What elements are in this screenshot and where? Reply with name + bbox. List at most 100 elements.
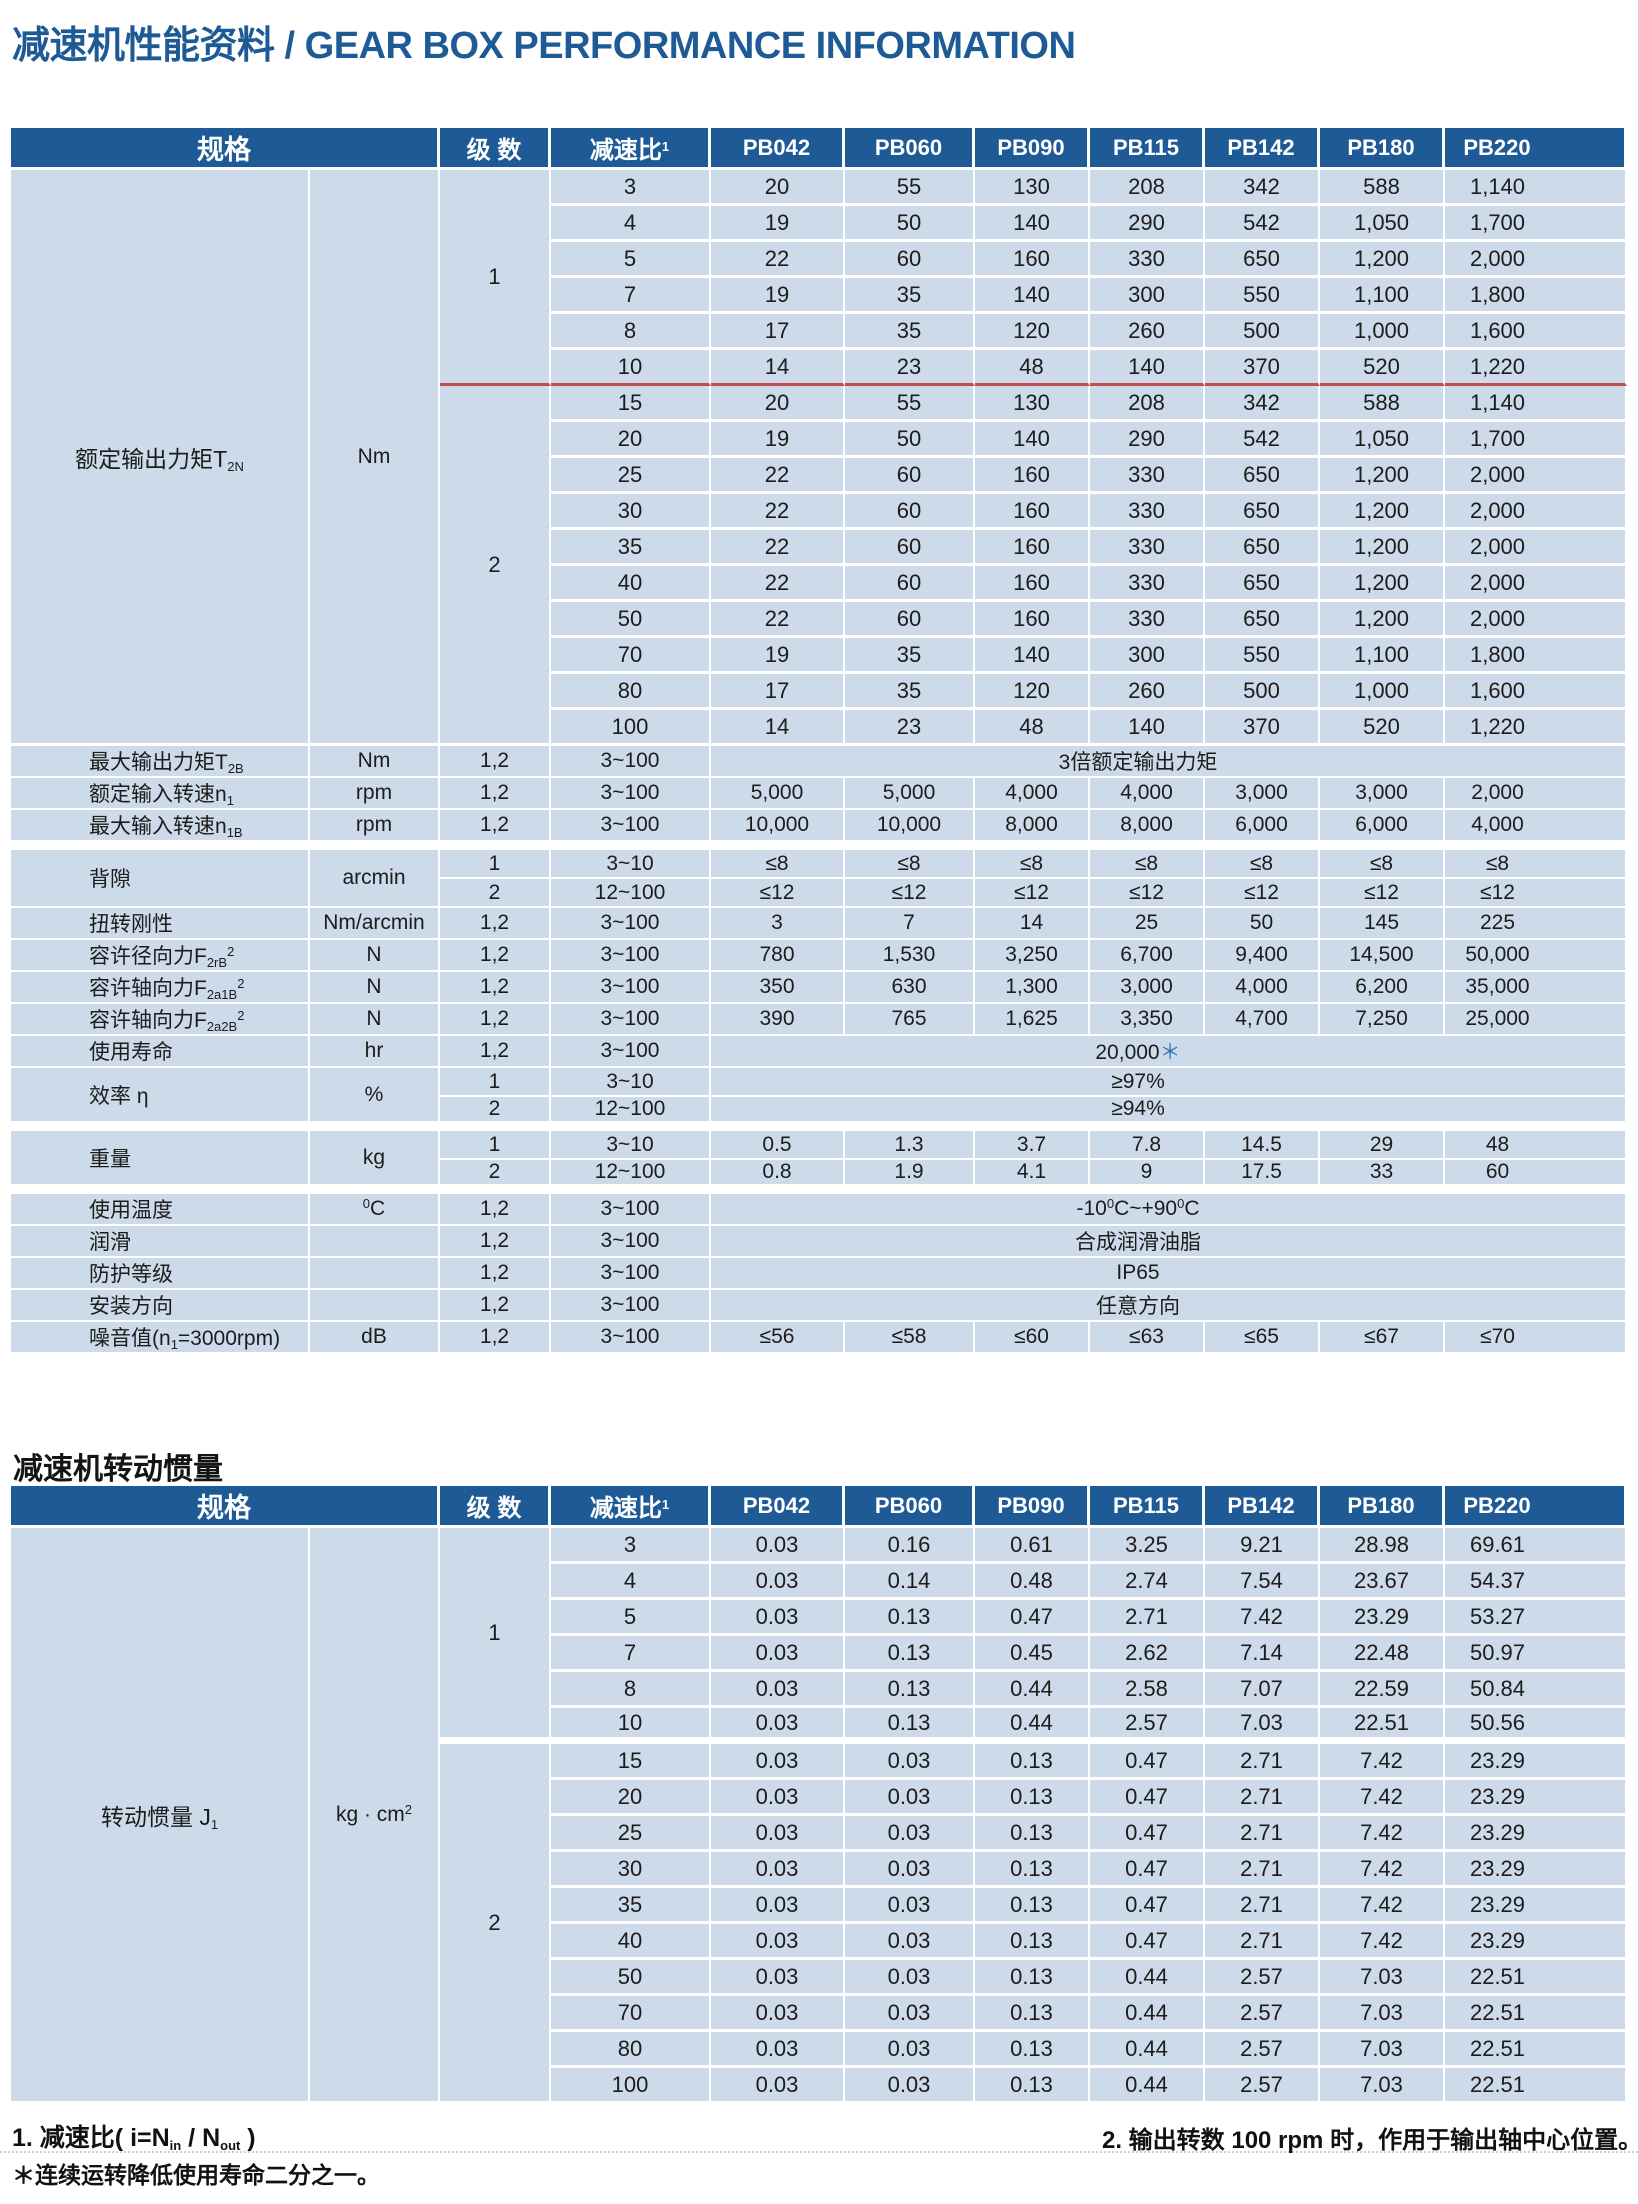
col-header-spec: 规格 xyxy=(11,1486,440,1528)
value-cell: 2,000 xyxy=(1445,458,1627,494)
ratio-cell: 7 xyxy=(551,278,711,314)
value-cell: 208 xyxy=(1090,170,1205,206)
data-row: 容许轴向力F2a2B2 N 1,2 3~100 390 765 1,625 3,350 4,70… xyxy=(11,1004,1627,1036)
ratio-cell: 8 xyxy=(551,314,711,350)
ratio-cell: 3~100 xyxy=(551,746,711,778)
value-cell: 23.29 xyxy=(1445,1816,1627,1852)
value-cell: 370 xyxy=(1205,710,1320,746)
value-cell: 1,000 xyxy=(1320,314,1445,350)
value-cell: 23 xyxy=(845,350,975,386)
col-header-ratio: 减速比1 xyxy=(551,128,711,170)
value-cell: 330 xyxy=(1090,494,1205,530)
performance-table: 规格级 数减速比1 PB042 PB060 PB090 PB115 PB142 PB180 P… xyxy=(11,128,1627,1354)
value-cell: 1,700 xyxy=(1445,422,1627,458)
superscript: 1 xyxy=(661,1497,670,1512)
stage-cell: 1,2 xyxy=(440,940,551,972)
data-row: 25 22 60 160 330 650 1,200 2,000 xyxy=(11,458,1627,494)
data-row: 8 0.03 0.13 0.44 2.58 7.07 22.59 50.84 xyxy=(11,1672,1627,1708)
col-header-model: PB220 xyxy=(1445,1486,1627,1528)
subscript: 2N xyxy=(227,458,244,474)
data-row: 4 19 50 140 290 542 1,050 1,700 xyxy=(11,206,1627,242)
asterisk-marker: ＊ xyxy=(1159,1041,1181,1064)
data-row: 5 22 60 160 330 650 1,200 2,000 xyxy=(11,242,1627,278)
subscript: 2a1B xyxy=(206,987,238,1002)
value-cell: 7.03 xyxy=(1320,1960,1445,1996)
value-cell: 7.54 xyxy=(1205,1564,1320,1600)
value-cell: 140 xyxy=(1090,710,1205,746)
value-cell: ≤8 xyxy=(1320,850,1445,879)
value-cell: 650 xyxy=(1205,602,1320,638)
value-cell: 0.03 xyxy=(711,1924,845,1960)
ratio-cell: 3~100 xyxy=(551,1226,711,1258)
value-cell: 7.42 xyxy=(1205,1600,1320,1636)
value-cell: 23.67 xyxy=(1320,1564,1445,1600)
unit-cell: Nm/arcmin xyxy=(310,908,440,940)
ratio-cell: 3 xyxy=(551,170,711,206)
ratio-cell: 3~100 xyxy=(551,940,711,972)
stage-cell: 2 xyxy=(440,386,551,746)
stage-cell: 1,2 xyxy=(440,972,551,1004)
col-header-model: PB060 xyxy=(845,128,975,170)
stage-cell: 1,2 xyxy=(440,908,551,940)
value-cell: 2.74 xyxy=(1090,1564,1205,1600)
value-cell: 370 xyxy=(1205,350,1320,386)
value-cell: 130 xyxy=(975,386,1090,422)
col-header-model: PB115 xyxy=(1090,128,1205,170)
value-cell: 22 xyxy=(711,530,845,566)
ratio-cell: 5 xyxy=(551,242,711,278)
footnote-output-speed: 2. 输出转数 100 rpm 时，作用于输出轴中心位置。 xyxy=(1102,2127,1638,2154)
value-cell: 0.8 xyxy=(711,1160,845,1194)
row-label: 安装方向 xyxy=(11,1290,310,1322)
ratio-cell: 15 xyxy=(551,386,711,422)
value-cell: 7.03 xyxy=(1320,1996,1445,2032)
value-cell: ≤63 xyxy=(1090,1322,1205,1354)
value-cell: 1,050 xyxy=(1320,422,1445,458)
value-cell: 1,000 xyxy=(1320,674,1445,710)
value-cell: 7.42 xyxy=(1320,1924,1445,1960)
subscript: in xyxy=(169,2138,182,2153)
col-header-model: PB090 xyxy=(975,1486,1090,1528)
value-cell: 22 xyxy=(711,494,845,530)
value-cell: ≤12 xyxy=(1320,879,1445,908)
value-cell: 48 xyxy=(975,710,1090,746)
ratio-cell: 12~100 xyxy=(551,1160,711,1194)
value-cell: 1,050 xyxy=(1320,206,1445,242)
value-cell: 0.03 xyxy=(711,1852,845,1888)
data-row: 噪音值(n1=3000rpm) dB 1,2 3~100 ≤56 ≤58 ≤60 ≤63 ≤65… xyxy=(11,1322,1627,1354)
value-cell: 55 xyxy=(845,386,975,422)
stage-cell: 1,2 xyxy=(440,1322,551,1354)
value-cell: 630 xyxy=(845,972,975,1004)
value-cell: 2.71 xyxy=(1205,1780,1320,1816)
data-row: 安装方向 1,2 3~100 任意方向 xyxy=(11,1290,1627,1322)
value-cell: 120 xyxy=(975,674,1090,710)
value-cell: 0.03 xyxy=(711,1744,845,1780)
value-cell: 17 xyxy=(711,314,845,350)
value-cell: 22.51 xyxy=(1445,1996,1627,2032)
value-cell: 1,140 xyxy=(1445,170,1627,206)
data-row: 20 19 50 140 290 542 1,050 1,700 xyxy=(11,422,1627,458)
value-cell: 160 xyxy=(975,602,1090,638)
value-cell: 3,250 xyxy=(975,940,1090,972)
ratio-cell: 12~100 xyxy=(551,879,711,908)
value-cell: 25 xyxy=(1090,908,1205,940)
value-cell: 0.13 xyxy=(975,2068,1090,2104)
value-cell: 10,000 xyxy=(845,810,975,850)
value-cell: 1,100 xyxy=(1320,278,1445,314)
value-cell: 4,000 xyxy=(1205,972,1320,1004)
value-cell: ≤65 xyxy=(1205,1322,1320,1354)
data-row: 2 15 20 55 130 208 342 588 1,140 xyxy=(11,386,1627,746)
value-cell: 330 xyxy=(1090,530,1205,566)
value-cell: 300 xyxy=(1090,278,1205,314)
header-row: 规格级 数减速比1 PB042 PB060 PB090 PB115 PB142 PB180 P… xyxy=(11,128,1627,170)
value-cell: 55 xyxy=(845,170,975,206)
footnote-ratio-definition: 1. 减速比( i=Nin / Nout ) xyxy=(12,2124,256,2153)
data-row: 70 0.03 0.03 0.13 0.44 2.57 7.03 22.51 xyxy=(11,1996,1627,2032)
ratio-cell: 40 xyxy=(551,566,711,602)
ratio-cell: 50 xyxy=(551,602,711,638)
row-label: 容许径向力F2rB2 xyxy=(11,940,310,972)
unit-cell xyxy=(310,1290,440,1322)
ratio-cell: 35 xyxy=(551,530,711,566)
data-row: 40 22 60 160 330 650 1,200 2,000 xyxy=(11,566,1627,602)
value-cell: 520 xyxy=(1320,350,1445,386)
data-row: 10 0.03 0.13 0.44 2.57 7.03 22.51 50.56 xyxy=(11,1708,1627,1744)
